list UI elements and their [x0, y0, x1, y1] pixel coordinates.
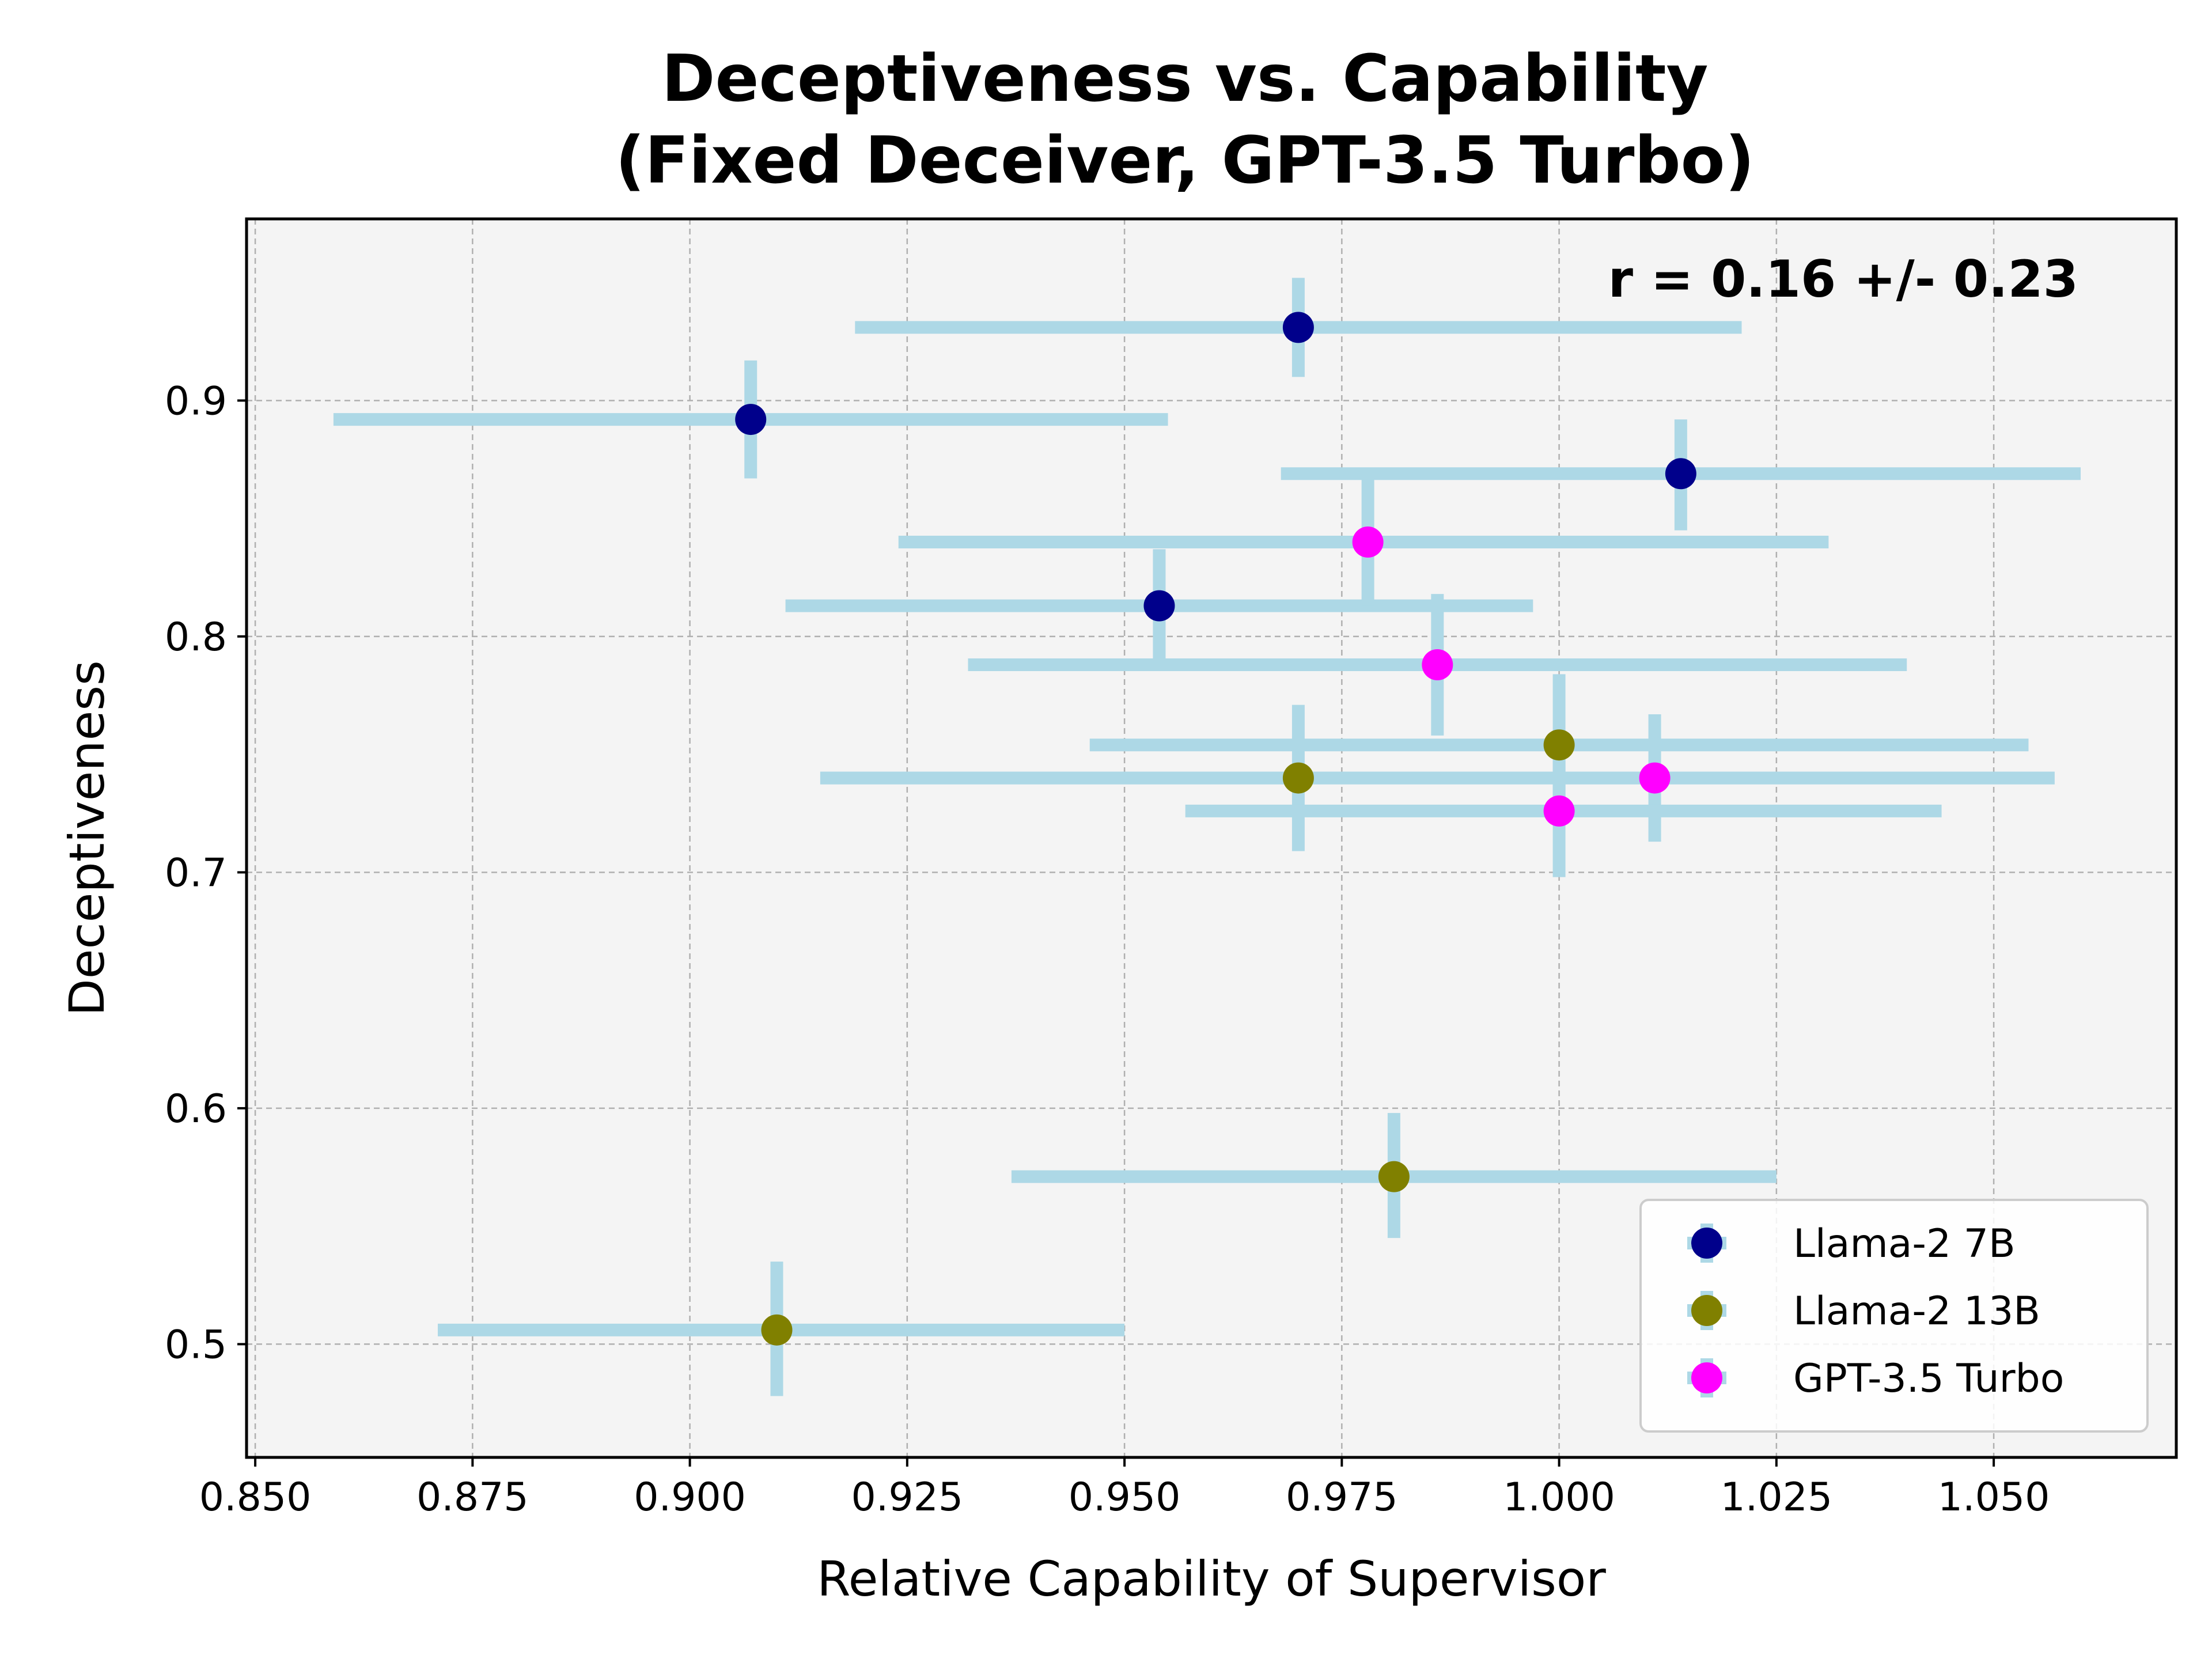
- x-tick-label: 0.850: [199, 1475, 312, 1520]
- data-points: [735, 312, 1696, 1346]
- legend-marker: [1691, 1295, 1722, 1326]
- x-tick-label: 1.050: [1938, 1475, 2050, 1520]
- data-point: [1665, 458, 1696, 490]
- x-tick-label: 0.900: [634, 1475, 746, 1520]
- legend-label: GPT-3.5 Turbo: [1793, 1356, 2064, 1402]
- data-point: [1639, 762, 1671, 794]
- legend: Llama-2 7B Llama-2 13B GPT-3.5 Turbo: [1639, 1199, 2149, 1433]
- correlation-annotation: r = 0.16 +/- 0.23: [1608, 249, 2078, 309]
- y-tick-label: 0.5: [165, 1322, 227, 1368]
- y-axis-ticks: 0.5 0.6 0.7 0.8 0.9: [165, 378, 247, 1368]
- chart-title-line-2: (Fixed Deceiver, GPT-3.5 Turbo): [615, 123, 1755, 198]
- y-tick-label: 0.9: [165, 378, 227, 424]
- plot-frame: [245, 217, 2178, 1459]
- y-tick-label: 0.8: [165, 615, 227, 660]
- legend-marker: [1691, 1362, 1722, 1393]
- data-point: [1543, 795, 1575, 827]
- data-point: [1543, 729, 1575, 761]
- data-point: [1352, 527, 1384, 558]
- x-axis-label: Relative Capability of Supervisor: [817, 1551, 1606, 1607]
- x-tick-label: 0.975: [1286, 1475, 1398, 1520]
- x-tick-label: 1.025: [1721, 1475, 1833, 1520]
- data-point: [1282, 312, 1314, 343]
- legend-box: [1639, 1199, 2149, 1433]
- x-tick-label: 0.875: [416, 1475, 529, 1520]
- legend-marker: [1691, 1228, 1722, 1259]
- x-tick-label: 0.950: [1069, 1475, 1181, 1520]
- data-point: [761, 1314, 793, 1346]
- y-tick-label: 0.6: [165, 1086, 227, 1132]
- data-point: [1143, 590, 1175, 622]
- legend-label: Llama-2 13B: [1793, 1289, 2040, 1334]
- chart-title-line-1: Deceptiveness vs. Capability: [662, 41, 1709, 116]
- data-point: [1378, 1161, 1410, 1192]
- legend-label: Llama-2 7B: [1793, 1221, 2016, 1267]
- data-point: [1282, 762, 1314, 794]
- x-tick-label: 0.925: [851, 1475, 964, 1520]
- y-tick-label: 0.7: [165, 850, 227, 896]
- x-tick-label: 1.000: [1503, 1475, 1615, 1520]
- y-axis-label: Deceptiveness: [59, 660, 115, 1016]
- data-point: [1422, 649, 1453, 680]
- x-axis-ticks: 0.850 0.875 0.900 0.925 0.950 0.975 1.000 1.025…: [199, 1457, 2050, 1520]
- data-point: [735, 404, 767, 435]
